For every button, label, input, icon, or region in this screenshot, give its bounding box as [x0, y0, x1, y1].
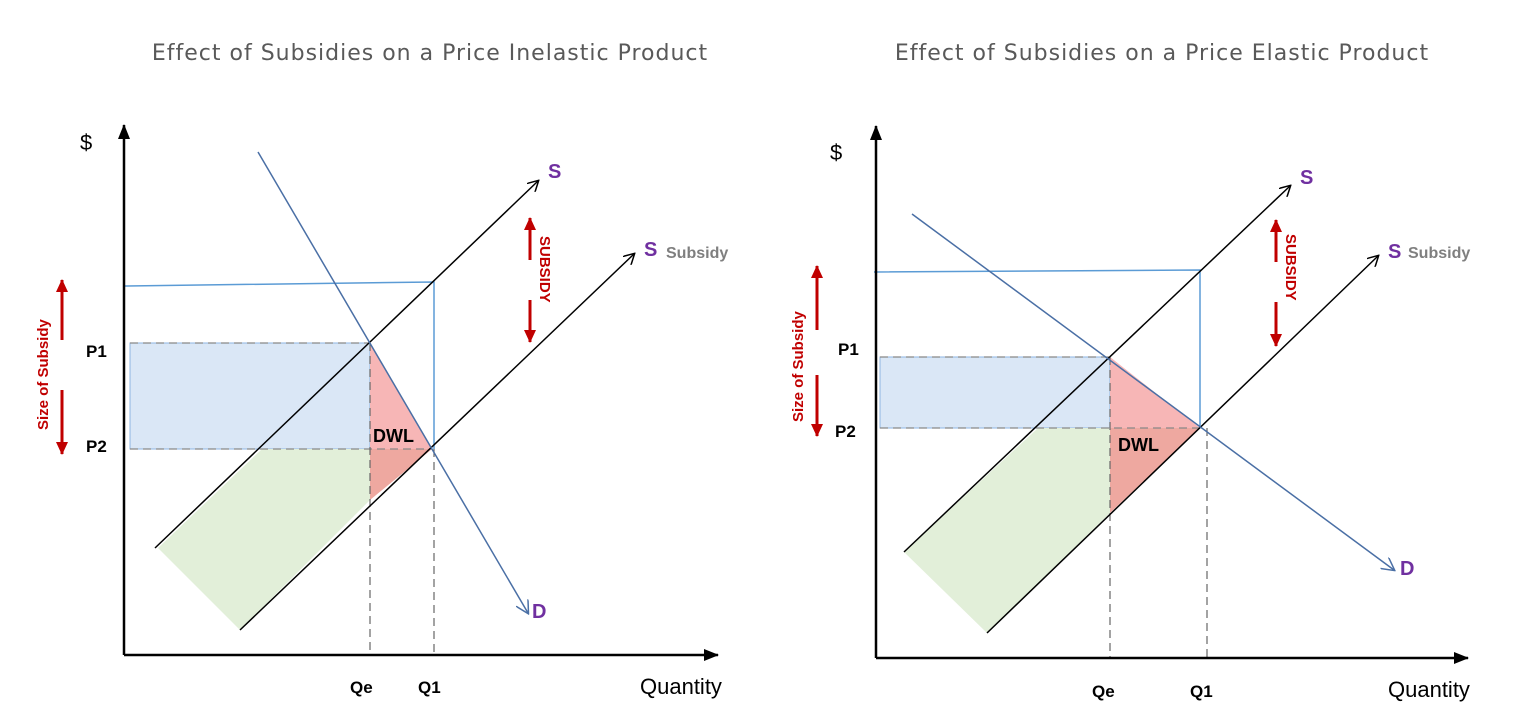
- right-demand-curve: [911, 213, 1394, 570]
- right-demand-label: D: [1400, 558, 1414, 580]
- right-size-of-subsidy-label: Size of Subsidy: [790, 310, 807, 422]
- right-subsidy-arrow-label: SUBSIDY: [1282, 234, 1299, 301]
- right-subsidy-word: Subsidy: [1408, 245, 1470, 262]
- left-subsidy-word: Subsidy: [666, 245, 728, 262]
- left-supply-subsidy-curve: [239, 254, 634, 631]
- left-demand-curve: [257, 151, 528, 613]
- right-q1-label: Q1: [1190, 682, 1213, 701]
- left-subsidy-box-line: [123, 281, 435, 449]
- right-subsidy-box-line: [873, 269, 1201, 428]
- right-producer-gain-area: [904, 428, 1110, 633]
- left-diagram: Effect of Subsidies on a Price Inelastic…: [35, 41, 728, 699]
- left-p1-label: P1: [86, 342, 107, 361]
- right-p1-label: P1: [838, 340, 859, 359]
- left-qe-label: Qe: [350, 678, 373, 697]
- right-y-axis-label: $: [830, 140, 842, 165]
- right-qe-label: Qe: [1092, 682, 1115, 701]
- right-p2-label: P2: [835, 422, 856, 441]
- left-p2-label: P2: [86, 437, 107, 456]
- left-consumer-gain-area: [129, 342, 371, 450]
- right-dwl-label: DWL: [1118, 435, 1159, 455]
- left-size-of-subsidy-label: Size of Subsidy: [35, 318, 52, 430]
- left-supply-subsidy-label: S: [644, 239, 657, 261]
- left-y-axis-label: $: [80, 130, 92, 155]
- right-consumer-gain-area: [879, 356, 1111, 429]
- right-supply-subsidy-curve: [986, 256, 1378, 634]
- left-producer-gain-area: [158, 449, 370, 630]
- left-supply-label: S: [548, 161, 561, 183]
- left-dwl-label: DWL: [373, 426, 414, 446]
- left-title: Effect of Subsidies on a Price Inelastic…: [152, 41, 708, 66]
- left-demand-label: D: [532, 601, 546, 623]
- left-supply-curve: [154, 181, 538, 549]
- left-q1-label: Q1: [418, 678, 441, 697]
- right-x-axis-label: Quantity: [1388, 677, 1470, 702]
- right-supply-label: S: [1300, 167, 1313, 189]
- left-x-axis-label: Quantity: [640, 674, 722, 699]
- right-supply-subsidy-label: S: [1388, 241, 1401, 263]
- right-diagram: Effect of Subsidies on a Price Elastic P…: [790, 41, 1470, 702]
- right-supply-curve: [903, 186, 1290, 553]
- right-title: Effect of Subsidies on a Price Elastic P…: [895, 41, 1429, 66]
- left-subsidy-arrow-label: SUBSIDY: [536, 236, 553, 303]
